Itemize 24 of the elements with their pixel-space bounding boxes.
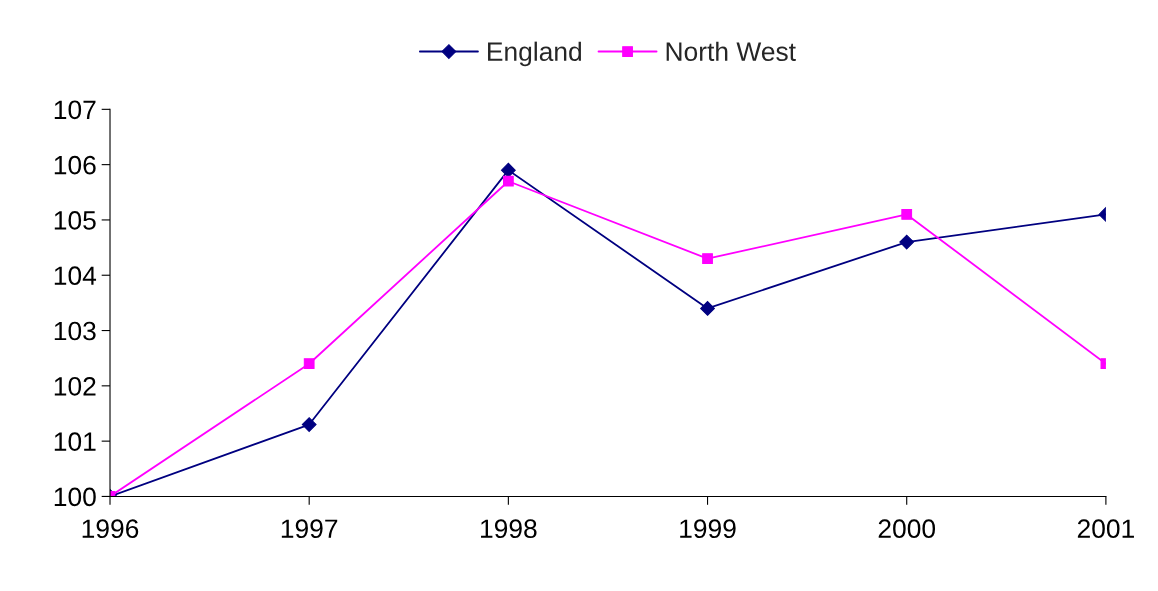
x-tick-label: 2001 (1077, 519, 1134, 539)
x-tick-label: 1996 (82, 519, 139, 539)
x-tick-label: 1999 (680, 519, 736, 539)
x-tick-label: 1998 (481, 519, 537, 539)
point (702, 253, 713, 265)
x-tick-label: 2000 (878, 519, 936, 539)
legend-label: North West (666, 41, 796, 62)
legend-label: England (488, 41, 582, 67)
point (500, 162, 516, 178)
y-tick-label: 103 (54, 321, 96, 341)
y-tick-label: 106 (54, 155, 96, 175)
point (700, 301, 715, 316)
y-tick-label: 101 (54, 432, 96, 451)
y-tick-label: 100 (54, 487, 96, 507)
y-tick-label: 102 (54, 376, 96, 396)
y-tick-label: 104 (54, 266, 97, 286)
x-tick-label: 1997 (281, 519, 338, 539)
point (899, 234, 915, 250)
point (502, 175, 514, 187)
y-tick-label: 105 (54, 211, 96, 230)
point (901, 209, 913, 220)
y-tick-label: 107 (54, 100, 96, 120)
point (301, 417, 317, 432)
point (303, 358, 315, 370)
